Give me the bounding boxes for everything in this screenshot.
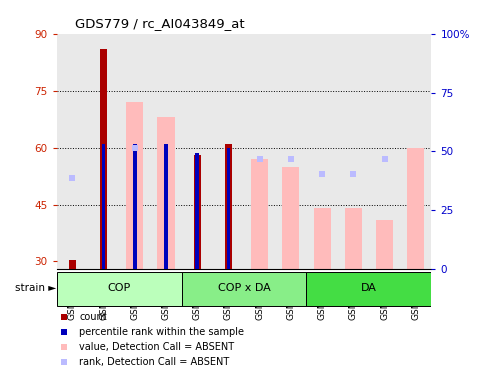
Bar xyxy=(244,34,275,269)
Text: strain ►: strain ► xyxy=(15,283,57,292)
Bar xyxy=(181,34,213,269)
Bar xyxy=(338,34,369,269)
Bar xyxy=(225,144,232,269)
Bar xyxy=(164,144,168,269)
Bar xyxy=(102,144,106,269)
Bar xyxy=(400,34,431,269)
Bar xyxy=(213,34,244,269)
Bar xyxy=(251,159,268,269)
Text: count: count xyxy=(79,312,107,322)
Bar xyxy=(194,155,201,269)
Bar xyxy=(57,34,88,269)
Text: DA: DA xyxy=(361,283,377,292)
Text: COP: COP xyxy=(107,283,131,292)
Bar xyxy=(376,220,393,269)
Bar xyxy=(275,34,307,269)
Bar xyxy=(369,34,400,269)
FancyBboxPatch shape xyxy=(181,272,307,306)
Bar xyxy=(345,209,362,269)
Bar xyxy=(88,34,119,269)
Bar xyxy=(69,260,76,269)
Bar xyxy=(157,117,175,269)
Bar xyxy=(195,153,199,269)
Text: rank, Detection Call = ABSENT: rank, Detection Call = ABSENT xyxy=(79,357,229,366)
Bar xyxy=(133,144,137,269)
Bar xyxy=(307,34,338,269)
FancyBboxPatch shape xyxy=(57,272,181,306)
Bar xyxy=(227,148,230,269)
Text: COP x DA: COP x DA xyxy=(218,283,270,292)
Bar xyxy=(407,148,424,269)
Bar xyxy=(126,102,143,269)
Text: value, Detection Call = ABSENT: value, Detection Call = ABSENT xyxy=(79,342,234,351)
Text: GDS779 / rc_AI043849_at: GDS779 / rc_AI043849_at xyxy=(75,17,245,30)
Bar xyxy=(100,49,107,269)
FancyBboxPatch shape xyxy=(307,272,431,306)
Bar xyxy=(150,34,181,269)
Bar xyxy=(119,34,150,269)
Bar xyxy=(314,209,331,269)
Text: percentile rank within the sample: percentile rank within the sample xyxy=(79,327,244,336)
Bar xyxy=(282,166,299,269)
